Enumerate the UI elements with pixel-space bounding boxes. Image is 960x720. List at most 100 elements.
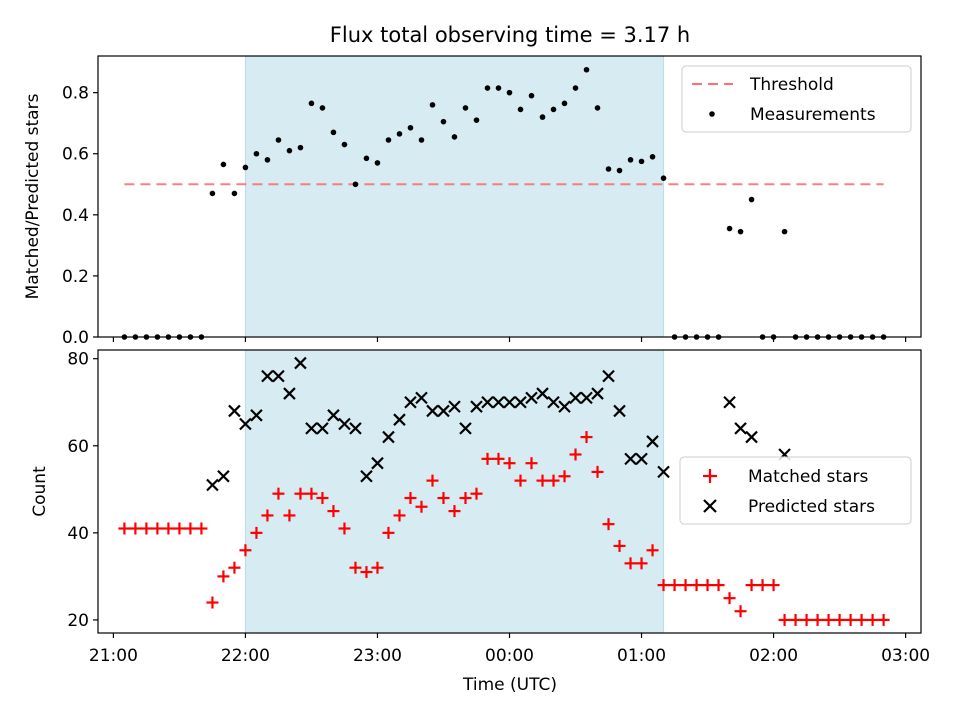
predicted-star-point [382, 430, 395, 444]
predicted-star-point [327, 409, 340, 422]
measurement-point [330, 129, 337, 136]
bottom-x-ticks: 21:00 22:00 23:00 00:00 01:00 02:00 03:00 [89, 633, 930, 666]
predicted-star-point [492, 395, 505, 409]
top-marks [121, 66, 887, 340]
x-tick-label: 00:00 [485, 646, 534, 666]
predicted-star-point [602, 369, 615, 383]
measurement-point [594, 105, 601, 111]
matched-star-point [162, 522, 175, 535]
measurement-point [605, 166, 612, 172]
predicted-star-point [294, 356, 307, 370]
predicted-star-point [393, 413, 406, 426]
x-tick-label: 03:00 [881, 646, 930, 666]
y-tick-label: 0.4 [62, 206, 89, 226]
matched-star-point [492, 452, 505, 465]
matched-star-point [426, 474, 439, 487]
predicted-star-point [239, 417, 252, 431]
matched-star-point [723, 592, 736, 605]
matched-star-point [228, 561, 241, 574]
measurement-point [418, 137, 425, 143]
matched-star-point [569, 448, 582, 461]
matched-star-point [459, 492, 472, 505]
matched-star-point [712, 579, 725, 592]
matched-star-point [206, 596, 219, 609]
measurement-point [352, 181, 359, 188]
predicted-star-point [536, 387, 549, 400]
predicted-star-point [437, 404, 450, 418]
matched-star-point [250, 526, 263, 539]
matched-star-point [140, 522, 153, 535]
measurement-point [627, 157, 634, 163]
measurement-point [638, 158, 645, 165]
measurement-point [385, 137, 392, 143]
measurement-point [341, 141, 348, 148]
legend-predicted-swatch [703, 499, 717, 513]
measurement-point [286, 147, 293, 154]
measurement-point [660, 175, 667, 181]
predicted-star-point [338, 417, 351, 431]
y-tick-label: 0.6 [62, 145, 89, 165]
matched-star-point [283, 509, 296, 522]
predicted-star-point [250, 409, 263, 422]
x-axis-label: Time (UTC) [462, 675, 557, 695]
top-legend-box [681, 65, 912, 133]
matched-star-point [294, 487, 307, 500]
y-tick-label: 80 [67, 350, 89, 370]
predicted-star-point [723, 395, 736, 409]
y-tick-label: 20 [67, 611, 89, 631]
matched-star-point [558, 470, 571, 483]
matched-star-point [866, 613, 879, 626]
matched-star-point [360, 566, 373, 579]
matched-star-point [261, 509, 274, 522]
predicted-star-point [283, 387, 296, 400]
predicted-star-point [415, 391, 428, 405]
predicted-star-point [371, 456, 384, 470]
matched-star-point [635, 557, 648, 570]
predicted-star-point [646, 435, 659, 448]
y-tick-label: 60 [67, 437, 89, 457]
predicted-star-point [349, 422, 362, 435]
measurement-point [363, 155, 370, 162]
predicted-star-point [580, 391, 593, 405]
matched-star-point [646, 544, 659, 557]
matched-star-point [448, 505, 461, 518]
predicted-star-point [426, 404, 439, 418]
matched-star-point [382, 526, 395, 539]
predicted-star-point [448, 400, 461, 413]
measurement-point [231, 190, 238, 197]
matched-star-point [745, 579, 758, 592]
measurement-point [451, 134, 458, 140]
x-tick-label: 23:00 [353, 646, 402, 666]
matched-star-point [701, 579, 714, 592]
predicted-star-point [734, 422, 747, 435]
x-tick-label: 22:00 [221, 646, 270, 666]
predicted-star-point [569, 391, 582, 405]
predicted-star-point [404, 395, 417, 409]
matched-star-point [173, 522, 186, 535]
top-y-axis-label: Matched/Predicted stars [23, 93, 43, 299]
predicted-star-point [272, 369, 285, 383]
predicted-star-point [591, 387, 604, 400]
matched-star-point [239, 544, 252, 557]
bottom-highlight-band [244, 349, 665, 634]
matched-star-point [470, 487, 483, 500]
measurement-point [583, 66, 590, 73]
measurement-point [572, 85, 579, 91]
measurement-point [407, 124, 414, 131]
measurement-point [539, 114, 546, 120]
matched-star-point [833, 613, 846, 626]
legend-threshold-label: Threshold [749, 75, 834, 95]
matched-star-point [547, 474, 560, 487]
bottom-y-axis-label: Count [30, 466, 50, 517]
measurement-point [319, 105, 326, 111]
matched-star-point [151, 522, 164, 535]
top-x-ticks [112, 337, 907, 342]
predicted-star-point [635, 452, 648, 466]
bottom-y-ticks: 20 40 60 80 [67, 350, 98, 631]
measurement-point [506, 89, 513, 96]
measurement-point [473, 117, 480, 123]
predicted-star-point [360, 469, 373, 483]
matched-star-point [734, 605, 747, 618]
matched-star-point [371, 561, 384, 574]
predicted-star-point [470, 400, 483, 413]
